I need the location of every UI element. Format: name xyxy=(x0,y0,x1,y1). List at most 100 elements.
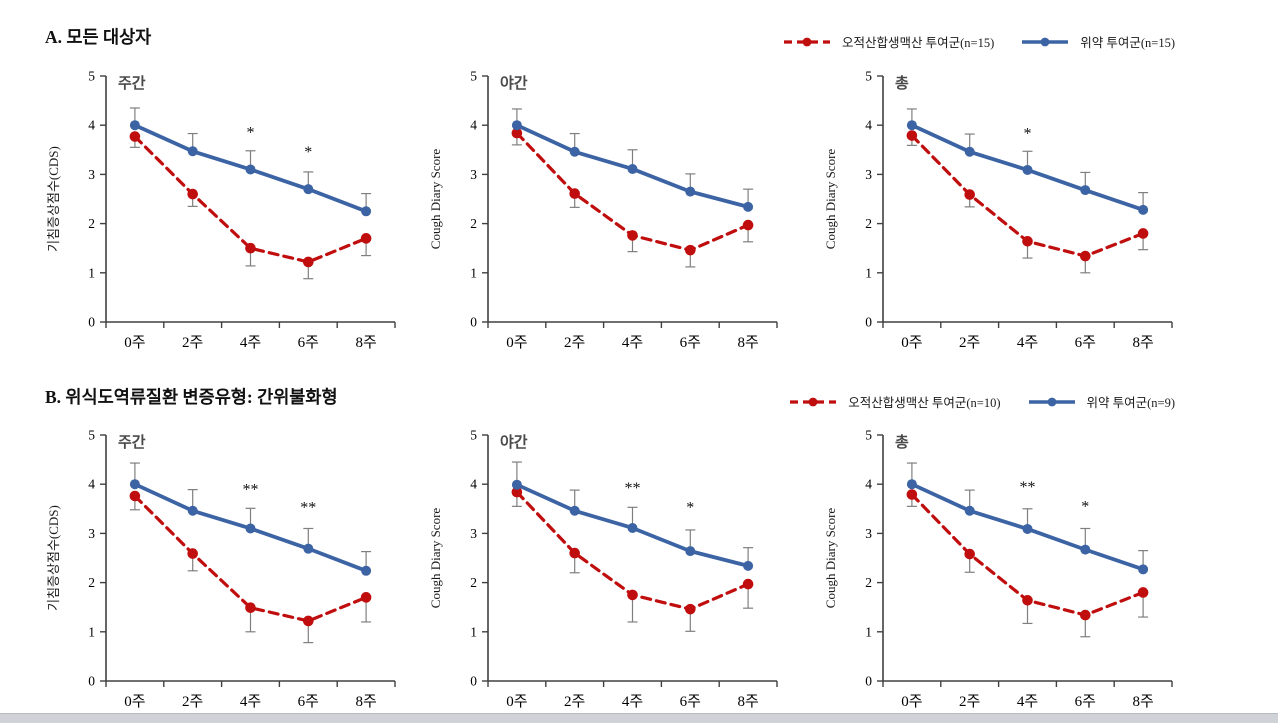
svg-text:2: 2 xyxy=(865,216,872,231)
svg-text:6주: 6주 xyxy=(1075,335,1096,351)
chart-a-daytime: 0 1 2 3 4 5 0주 2주 4주 6주 8주 기침증상점수(CDS) 주간 * * xyxy=(40,60,438,362)
svg-text:**: ** xyxy=(243,482,259,499)
svg-text:주간: 주간 xyxy=(118,74,146,92)
svg-text:총: 총 xyxy=(895,74,909,92)
svg-text:2: 2 xyxy=(865,575,872,590)
svg-text:8주: 8주 xyxy=(355,335,376,351)
svg-text:4: 4 xyxy=(470,118,477,133)
svg-text:4주: 4주 xyxy=(1017,335,1038,351)
legend-label-placebo-b: 위약 투여군(n=9) xyxy=(1086,396,1176,410)
svg-text:0주: 0주 xyxy=(901,694,922,710)
legend-a: 오적산합생맥산 투여군(n=15) 위약 투여군(n=15) xyxy=(782,32,1175,51)
svg-text:2주: 2주 xyxy=(182,694,203,710)
svg-text:3: 3 xyxy=(865,526,872,541)
svg-text:0: 0 xyxy=(470,674,477,689)
svg-text:2주: 2주 xyxy=(564,335,585,351)
svg-text:5: 5 xyxy=(865,428,872,443)
svg-text:1: 1 xyxy=(865,265,872,280)
chart-b-total: 0 1 2 3 4 5 0주 2주 4주 6주 8주 Cough Diary Score 총 ** * xyxy=(817,419,1215,721)
svg-text:4: 4 xyxy=(470,477,477,492)
svg-text:5: 5 xyxy=(88,428,95,443)
svg-text:2주: 2주 xyxy=(959,335,980,351)
legend-b: 오적산합생맥산 투여군(n=10) 위약 투여군(n=9) xyxy=(788,392,1175,411)
legend-item-treatment-a: 오적산합생맥산 투여군(n=15) xyxy=(782,32,994,51)
legend-item-treatment-b: 오적산합생맥산 투여군(n=10) xyxy=(788,392,1001,411)
svg-text:2주: 2주 xyxy=(959,694,980,710)
svg-text:5: 5 xyxy=(470,428,477,443)
svg-text:0: 0 xyxy=(865,674,872,689)
svg-text:6주: 6주 xyxy=(298,694,319,710)
svg-text:*: * xyxy=(304,144,312,161)
svg-text:8주: 8주 xyxy=(737,335,758,351)
svg-text:2: 2 xyxy=(88,575,95,590)
svg-text:3: 3 xyxy=(865,167,872,182)
svg-text:*: * xyxy=(1081,498,1089,515)
chart-a-total: 0 1 2 3 4 5 0주 2주 4주 6주 8주 Cough Diary Score 총 * xyxy=(817,60,1215,362)
svg-text:4주: 4주 xyxy=(240,335,261,351)
svg-text:0: 0 xyxy=(865,315,872,330)
svg-text:0주: 0주 xyxy=(124,335,145,351)
section-a-title: A. 모든 대상자 xyxy=(45,27,152,47)
chart-b-night: 0 1 2 3 4 5 0주 2주 4주 6주 8주 Cough Diary Score 야간 ** * xyxy=(422,419,820,721)
svg-text:8주: 8주 xyxy=(1132,335,1153,351)
svg-text:3: 3 xyxy=(88,167,95,182)
svg-text:야간: 야간 xyxy=(500,74,528,92)
treatment-dashed-line-icon xyxy=(790,397,837,406)
svg-text:1: 1 xyxy=(470,265,477,280)
svg-text:*: * xyxy=(247,125,255,142)
svg-text:5: 5 xyxy=(865,69,872,84)
svg-text:총: 총 xyxy=(895,433,909,451)
svg-text:2: 2 xyxy=(470,216,477,231)
svg-text:2: 2 xyxy=(470,575,477,590)
bottom-scrollbar[interactable] xyxy=(0,713,1278,723)
svg-text:1: 1 xyxy=(470,624,477,639)
svg-text:*: * xyxy=(1024,125,1032,142)
svg-text:1: 1 xyxy=(865,624,872,639)
svg-text:2주: 2주 xyxy=(182,335,203,351)
svg-text:3: 3 xyxy=(470,167,477,182)
svg-text:0: 0 xyxy=(88,315,95,330)
svg-text:1: 1 xyxy=(88,265,95,280)
svg-text:0주: 0주 xyxy=(506,694,527,710)
svg-text:5: 5 xyxy=(88,69,95,84)
section-b-title: B. 위식도역류질환 변증유형: 간위불화형 xyxy=(45,387,338,407)
svg-text:기침증상점수(CDS): 기침증상점수(CDS) xyxy=(46,505,61,611)
placebo-solid-line-icon xyxy=(1022,37,1069,46)
svg-text:6주: 6주 xyxy=(680,335,701,351)
legend-label-placebo-a: 위약 투여군(n=15) xyxy=(1080,36,1175,50)
svg-text:4주: 4주 xyxy=(240,694,261,710)
svg-text:야간: 야간 xyxy=(500,433,528,451)
legend-item-placebo-b: 위약 투여군(n=9) xyxy=(1027,392,1176,411)
svg-text:5: 5 xyxy=(470,69,477,84)
svg-text:4: 4 xyxy=(88,118,95,133)
treatment-dashed-line-icon xyxy=(783,37,830,46)
legend-label-treatment-a: 오적산합생맥산 투여군(n=15) xyxy=(841,36,995,50)
svg-text:Cough Diary Score: Cough Diary Score xyxy=(428,508,443,609)
svg-text:Cough Diary Score: Cough Diary Score xyxy=(428,149,443,250)
placebo-solid-line-icon xyxy=(1028,397,1075,406)
svg-text:0주: 0주 xyxy=(901,335,922,351)
svg-text:8주: 8주 xyxy=(355,694,376,710)
legend-label-treatment-b: 오적산합생맥산 투여군(n=10) xyxy=(848,396,1001,410)
svg-text:6주: 6주 xyxy=(680,694,701,710)
svg-text:4: 4 xyxy=(88,477,95,492)
chart-a-night: 0 1 2 3 4 5 0주 2주 4주 6주 8주 Cough Diary Score 야간 xyxy=(422,60,820,362)
svg-text:8주: 8주 xyxy=(737,694,758,710)
svg-text:4주: 4주 xyxy=(1017,694,1038,710)
svg-text:Cough Diary Score: Cough Diary Score xyxy=(823,508,838,609)
svg-text:**: ** xyxy=(625,480,641,497)
svg-text:4: 4 xyxy=(865,118,872,133)
svg-text:0주: 0주 xyxy=(506,335,527,351)
svg-text:4: 4 xyxy=(865,477,872,492)
svg-text:3: 3 xyxy=(470,526,477,541)
svg-text:1: 1 xyxy=(88,624,95,639)
svg-text:6주: 6주 xyxy=(1075,694,1096,710)
legend-item-placebo-a: 위약 투여군(n=15) xyxy=(1020,32,1175,51)
svg-text:**: ** xyxy=(300,500,316,517)
svg-text:Cough Diary Score: Cough Diary Score xyxy=(823,149,838,250)
svg-text:0: 0 xyxy=(88,674,95,689)
svg-text:4주: 4주 xyxy=(622,335,643,351)
svg-text:2주: 2주 xyxy=(564,694,585,710)
svg-text:8주: 8주 xyxy=(1132,694,1153,710)
